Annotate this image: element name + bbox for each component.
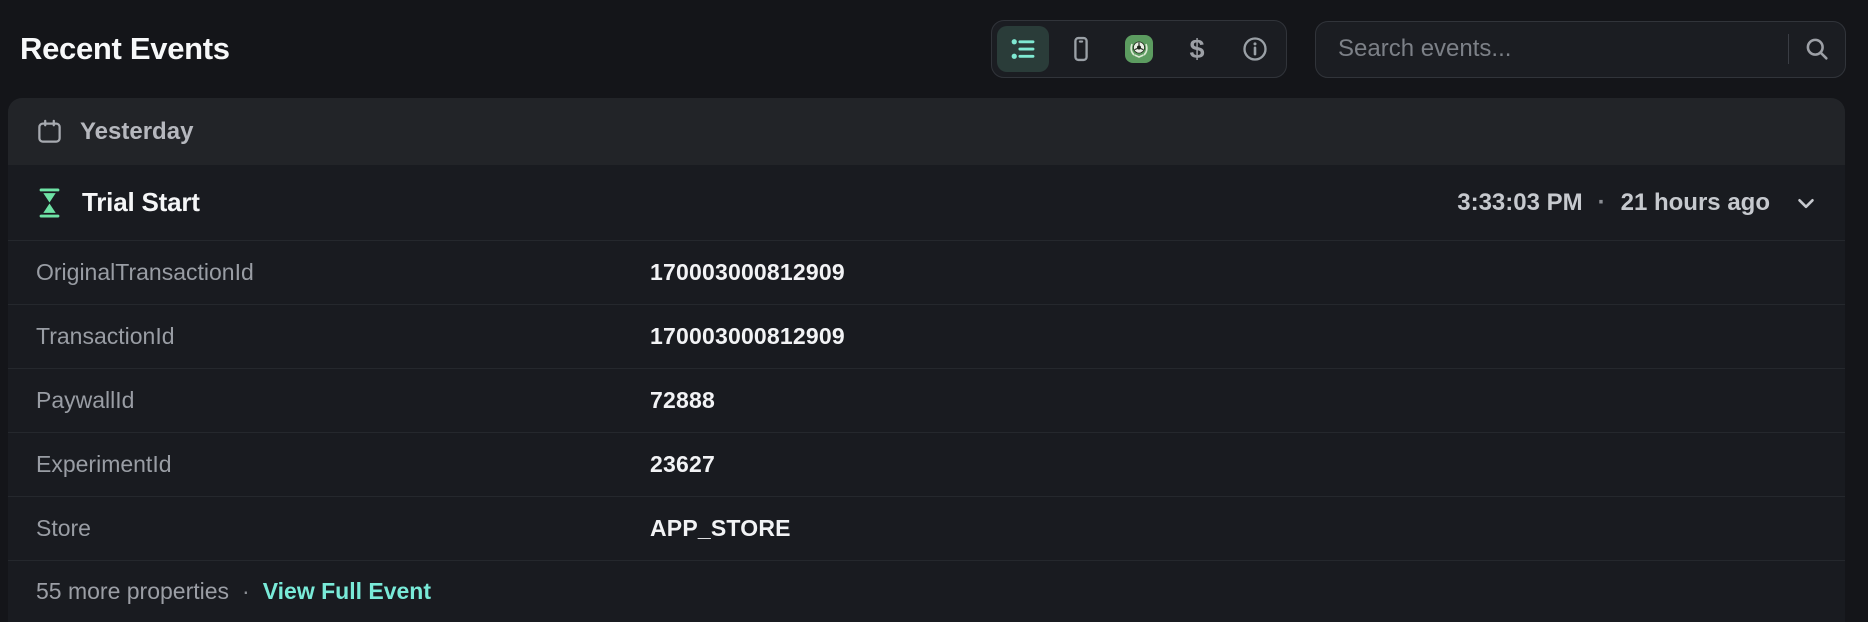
event-relative-time: 21 hours ago — [1620, 188, 1770, 216]
app-view-button[interactable] — [1113, 26, 1165, 72]
property-value: 23627 — [650, 451, 715, 477]
search-divider — [1788, 34, 1789, 64]
app-icon — [1124, 34, 1154, 64]
dollar-icon: $ — [1189, 33, 1205, 64]
info-icon — [1241, 35, 1269, 63]
view-full-event-link[interactable]: View Full Event — [262, 578, 432, 604]
footer-separator: · — [242, 578, 250, 604]
list-icon — [1008, 34, 1038, 64]
event-footer: 55 more properties · View Full Event — [8, 560, 1845, 622]
hourglass-icon — [36, 187, 63, 219]
chevron-down-icon[interactable] — [1793, 190, 1819, 216]
info-view-button[interactable] — [1229, 26, 1281, 72]
time-separator: · — [1597, 188, 1606, 216]
list-view-button[interactable] — [997, 26, 1049, 72]
search-box — [1315, 20, 1846, 78]
event-row-trial-start[interactable]: Trial Start 3:33:03 PM · 21 hours ago — [8, 165, 1845, 240]
top-bar: Recent Events — [0, 0, 1868, 98]
property-key: TransactionId — [36, 323, 175, 349]
search-icon[interactable] — [1803, 35, 1831, 63]
property-key: PaywallId — [36, 387, 135, 413]
property-row: OriginalTransactionId 170003000812909 — [8, 240, 1845, 304]
property-row: TransactionId 170003000812909 — [8, 304, 1845, 368]
date-group-label: Yesterday — [80, 117, 194, 145]
more-properties-text: 55 more properties — [36, 578, 230, 604]
property-value: APP_STORE — [650, 515, 791, 541]
recent-events-panel: Yesterday Trial Start 3:33:03 PM · 21 ho… — [8, 98, 1845, 622]
property-key: OriginalTransactionId — [36, 259, 254, 285]
page-title: Recent Events — [20, 31, 230, 66]
calendar-icon — [36, 118, 63, 145]
property-key: Store — [36, 515, 91, 541]
property-value: 170003000812909 — [650, 259, 845, 285]
event-name: Trial Start — [82, 187, 200, 217]
property-row: PaywallId 72888 — [8, 368, 1845, 432]
property-value: 72888 — [650, 387, 715, 413]
property-key: ExperimentId — [36, 451, 172, 477]
property-row: Store APP_STORE — [8, 496, 1845, 560]
device-view-button[interactable] — [1055, 26, 1107, 72]
property-row: ExperimentId 23627 — [8, 432, 1845, 496]
event-time: 3:33:03 PM — [1457, 188, 1583, 216]
revenue-view-button[interactable]: $ — [1171, 26, 1223, 72]
view-toggle-toolbar: $ — [991, 20, 1287, 78]
date-group-header: Yesterday — [8, 98, 1845, 165]
phone-icon — [1067, 35, 1095, 63]
search-input[interactable] — [1338, 35, 1778, 63]
property-value: 170003000812909 — [650, 323, 845, 349]
